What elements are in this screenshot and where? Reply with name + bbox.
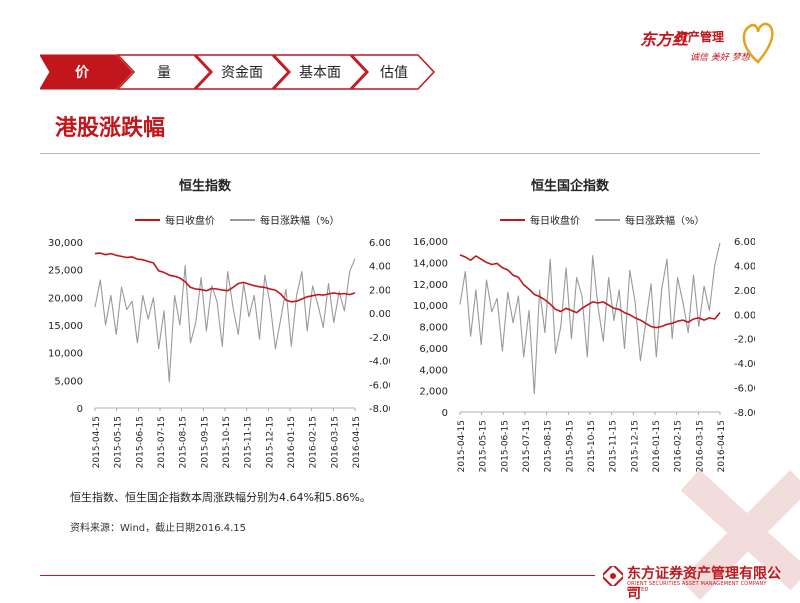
x-tick-label: 2015-04-15	[457, 420, 467, 472]
y-left-tick-label: 25,000	[48, 266, 83, 277]
x-tick-label: 2016-04-15	[352, 416, 362, 468]
data-source: 资料来源：Wind，截止日期2016.4.15	[70, 523, 247, 534]
x-tick-label: 2015-04-15	[92, 416, 102, 468]
y-left-tick-label: 8,000	[419, 323, 448, 334]
y-left-tick-label: 14,000	[413, 258, 448, 269]
close-price-line	[459, 254, 721, 329]
tab-price-label: 价	[75, 65, 90, 81]
y-left-tick-label: 10,000	[48, 349, 83, 360]
y-right-tick-label: 0.00	[369, 309, 390, 320]
y-right-tick-label: 2.00	[734, 286, 755, 297]
y-right-tick-label: -4.00	[369, 357, 390, 368]
company-emblem-icon	[603, 566, 623, 586]
x-tick-label: 2015-12-15	[265, 416, 275, 468]
tab-fundamentals[interactable]: 基本面	[272, 54, 368, 90]
y-right-tick-label: -8.00	[734, 408, 755, 419]
y-right-tick-label: 6.00	[734, 237, 755, 248]
daily-change-line	[459, 242, 721, 395]
y-left-tick-label: 0	[442, 408, 448, 419]
y-right-tick-label: -6.00	[734, 384, 755, 395]
x-tick-label: 2015-06-15	[135, 416, 145, 468]
y-left-tick-label: 20,000	[48, 293, 83, 304]
y-right-tick-label: 6.00	[369, 238, 390, 249]
x-tick-label: 2016-03-15	[330, 416, 340, 468]
y-right-tick-label: -8.00	[369, 404, 390, 415]
y-right-tick-label: 0.00	[734, 310, 755, 321]
tab-fundamentals-label: 基本面	[299, 64, 341, 81]
x-tick-label: 2016-02-15	[674, 420, 684, 472]
x-tick-label: 2015-07-15	[522, 420, 532, 472]
x-tick-label: 2015-09-15	[565, 420, 575, 472]
y-right-tick-label: 4.00	[734, 261, 755, 272]
y-left-tick-label: 6,000	[419, 344, 448, 355]
y-right-tick-label: -2.00	[369, 333, 390, 344]
legend-close-label: 每日收盘价	[530, 214, 580, 227]
x-tick-label: 2016-04-15	[717, 420, 727, 472]
x-tick-label: 2015-09-15	[200, 416, 210, 468]
section-title: 港股涨跌幅	[55, 116, 166, 141]
tab-volume-label: 量	[157, 65, 171, 81]
divider	[40, 153, 760, 154]
y-left-tick-label: 10,000	[413, 301, 448, 312]
y-right-tick-label: -6.00	[369, 380, 390, 391]
y-right-tick-label: 2.00	[369, 285, 390, 296]
y-right-tick-label: -4.00	[734, 359, 755, 370]
y-left-tick-label: 5,000	[54, 376, 83, 387]
chart-title: 恒生指数	[179, 178, 232, 194]
y-left-tick-label: 30,000	[48, 238, 83, 249]
x-tick-label: 2015-05-15	[114, 416, 124, 468]
x-tick-label: 2016-01-15	[287, 416, 297, 468]
tab-volume[interactable]: 量	[116, 54, 212, 90]
footer-logo: 东方证券资产管理有限公司 ORIENT SECURITIES ASSET MAN…	[603, 563, 783, 602]
legend-close-label: 每日收盘价	[165, 214, 215, 227]
logo-motto: 诚信 美好 梦想	[690, 53, 750, 63]
company-logo: 东方红 资产管理 诚信 美好 梦想	[630, 18, 774, 73]
x-tick-label: 2015-08-15	[179, 416, 189, 468]
chart-legend: 每日收盘价 每日涨跌幅（%）	[135, 214, 340, 227]
x-tick-label: 2015-05-15	[479, 420, 489, 472]
tab-price[interactable]: 价	[40, 54, 133, 90]
footer-divider	[40, 575, 595, 576]
tab-valuation[interactable]: 估值	[350, 54, 436, 90]
x-tick-label: 2015-10-15	[222, 416, 232, 468]
y-left-tick-label: 2,000	[419, 387, 448, 398]
x-tick-label: 2015-11-15	[244, 416, 254, 468]
x-tick-label: 2015-06-15	[500, 420, 510, 472]
x-tick-label: 2016-02-15	[309, 416, 319, 468]
heart-icon	[742, 22, 774, 64]
x-tick-label: 2015-10-15	[587, 420, 597, 472]
y-left-tick-label: 15,000	[48, 321, 83, 332]
footer-company-name: 东方证券资产管理有限公司	[627, 566, 781, 602]
y-right-tick-label: -2.00	[734, 335, 755, 346]
tab-valuation-label: 估值	[380, 65, 408, 81]
legend-change-label: 每日涨跌幅（%）	[625, 214, 705, 227]
footer-company-name-en: ORIENT SECURITIES ASSET MANAGEMENT COMPA…	[627, 581, 767, 593]
x-tick-label: 2015-12-15	[630, 420, 640, 472]
x-tick-label: 2015-07-15	[157, 416, 167, 468]
logo-brand: 东方红	[640, 30, 689, 49]
chart-title: 恒生国企指数	[531, 178, 610, 194]
x-tick-label: 2016-03-15	[695, 420, 705, 472]
x-tick-label: 2015-11-15	[609, 420, 619, 472]
summary-note: 恒生指数、恒生国企指数本周涨跌幅分别为4.64%和5.86%。	[70, 491, 371, 504]
tab-capital[interactable]: 资金面	[194, 54, 290, 90]
decorative-x-icon	[680, 469, 800, 600]
logo-subtitle: 资产管理	[676, 30, 725, 44]
y-right-tick-label: 4.00	[369, 262, 390, 273]
chart-legend: 每日收盘价 每日涨跌幅（%）	[500, 214, 705, 227]
legend-change-label: 每日涨跌幅（%）	[260, 214, 340, 227]
close-price-line	[94, 252, 356, 303]
y-left-tick-label: 12,000	[413, 280, 448, 291]
y-left-tick-label: 0	[77, 404, 83, 415]
x-tick-label: 2015-08-15	[544, 420, 554, 472]
nav-tabs: 价 量 资金面 基本面 估值	[40, 53, 440, 91]
y-left-tick-label: 4,000	[419, 365, 448, 376]
x-tick-label: 2016-01-15	[652, 420, 662, 472]
tab-capital-label: 资金面	[221, 65, 263, 81]
y-left-tick-label: 16,000	[413, 237, 448, 248]
daily-change-line	[94, 258, 356, 383]
